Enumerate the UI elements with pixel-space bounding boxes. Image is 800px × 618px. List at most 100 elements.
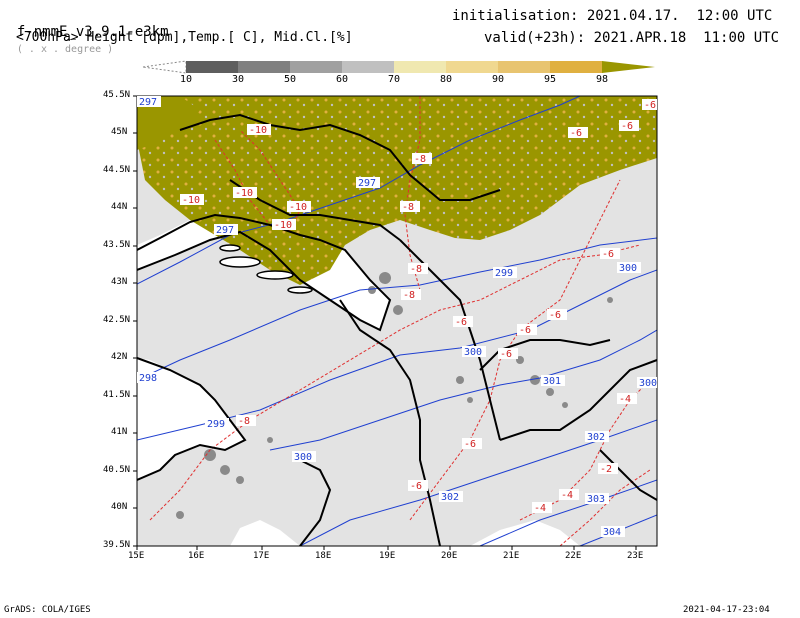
temp-label: -6 <box>621 121 633 132</box>
temp-label: -6 <box>464 439 476 450</box>
colorbar-seg-2 <box>238 61 290 73</box>
temp-label: -8 <box>403 290 415 301</box>
height-label: 300 <box>464 347 482 358</box>
colorbar-high-arrow <box>602 61 655 73</box>
colorbar-label: 98 <box>595 74 609 85</box>
height-label-group: 297 297 297 299 299 300 300 298 300 301 … <box>137 96 657 538</box>
lat-label: 41N <box>111 427 128 437</box>
lon-label: 22E <box>565 551 582 561</box>
colorbar-low-arrow <box>142 60 187 74</box>
temp-label: -6 <box>519 325 531 336</box>
colorbar-label: 95 <box>543 74 557 85</box>
temp-label: -8 <box>414 154 426 165</box>
height-label: 301 <box>543 376 561 387</box>
colorbar-seg-1 <box>186 61 238 73</box>
temp-label: -6 <box>602 249 614 260</box>
lon-label: 19E <box>379 551 396 561</box>
init-label: initialisation: <box>452 8 579 24</box>
temp-label: -6 <box>549 310 561 321</box>
lat-label: 39.5N <box>103 540 131 550</box>
map-area <box>137 96 657 546</box>
height-label: 297 <box>216 225 234 236</box>
unit-note: ( . x . degree ) <box>16 44 114 55</box>
init-line: initialisation: 2021.04.17. 12:00 UTC <box>452 8 772 24</box>
lat-label: 41.5N <box>103 390 131 400</box>
temp-label: -10 <box>274 220 292 231</box>
temp-label: -8 <box>410 264 422 275</box>
colorbar-label: 30 <box>231 74 245 85</box>
lat-label: 40N <box>111 502 128 512</box>
height-label: 300 <box>619 263 637 274</box>
colorbar-label: 50 <box>283 74 297 85</box>
temp-label: -2 <box>600 464 612 475</box>
lat-label: 42N <box>111 352 128 362</box>
temp-label: -4 <box>561 490 573 501</box>
lon-label: 21E <box>503 551 520 561</box>
lat-label: 44N <box>111 202 128 212</box>
temp-label: -10 <box>182 195 200 206</box>
temp-label: -4 <box>619 394 631 405</box>
colorbar-seg-3 <box>290 61 342 73</box>
cloud-patches <box>176 272 613 519</box>
lat-label: 44.5N <box>103 165 131 175</box>
height-label: 302 <box>441 492 459 503</box>
height-label: 298 <box>139 373 157 384</box>
valid-line: valid(+23h): 2021.APR.18 11:00 UTC <box>484 30 779 46</box>
lon-label: 23E <box>627 551 644 561</box>
lon-label: 20E <box>441 551 458 561</box>
lat-label: 43N <box>111 277 128 287</box>
height-label: 300 <box>639 378 657 389</box>
lat-label: 45N <box>111 127 128 137</box>
colorbar-seg-6 <box>446 61 498 73</box>
height-label: 297 <box>139 97 157 108</box>
colorbar-seg-4 <box>342 61 394 73</box>
islands <box>219 244 313 294</box>
temp-label: -10 <box>249 125 267 136</box>
lat-label: 42.5N <box>103 315 131 325</box>
temp-label: -6 <box>644 100 656 111</box>
lat-label: 40.5N <box>103 465 131 475</box>
height-label: 299 <box>495 268 513 279</box>
axis-ticks <box>133 95 637 550</box>
cloud-cover-north <box>137 96 657 285</box>
colorbar-label: 80 <box>439 74 453 85</box>
temp-label: -10 <box>235 188 253 199</box>
lon-label: 15E <box>128 551 145 561</box>
model-title: f-nmmE_v3.9.1-e3km ( . x . degree ) <box>0 8 169 58</box>
temp-label: -6 <box>570 128 582 139</box>
height-label: 302 <box>587 432 605 443</box>
lat-label: 45.5N <box>103 90 131 100</box>
footer-timestamp: 2021-04-17-23:04 <box>683 605 770 615</box>
lon-label: 18E <box>315 551 332 561</box>
lon-label: 17E <box>253 551 270 561</box>
footer-credit: GrADS: COLA/IGES <box>4 605 91 615</box>
temp-label-group: -10 -10 -10 -10 -10 -8 -8 -8 -8 -8 -6 -6… <box>180 99 657 514</box>
colorbar <box>142 60 655 74</box>
temp-label: -10 <box>289 202 307 213</box>
colorbar-seg-7 <box>498 61 550 73</box>
temp-label: -6 <box>500 349 512 360</box>
colorbar-label: 10 <box>179 74 193 85</box>
height-label: 300 <box>294 452 312 463</box>
lat-label: 43.5N <box>103 240 131 250</box>
valid-value: 2021.APR.18 11:00 UTC <box>593 30 780 46</box>
temp-label: -6 <box>410 481 422 492</box>
height-label: 303 <box>587 494 605 505</box>
temp-label: -6 <box>455 317 467 328</box>
colorbar-label: 90 <box>491 74 505 85</box>
height-label: 297 <box>358 178 376 189</box>
subtitle: <700hPa> Height [dpm],Temp.[ C], Mid.Cl.… <box>16 30 353 45</box>
temp-label: -4 <box>534 503 546 514</box>
height-label: 304 <box>603 527 621 538</box>
valid-label: valid(+23h): <box>484 30 586 46</box>
lon-label: 16E <box>188 551 205 561</box>
colorbar-seg-8 <box>550 61 602 73</box>
temp-label: -8 <box>238 416 250 427</box>
borders <box>137 113 657 546</box>
colorbar-label: 60 <box>335 74 349 85</box>
cloud-cover-corner <box>137 96 200 150</box>
temp-label: -8 <box>402 202 414 213</box>
height-label: 299 <box>207 419 225 430</box>
colorbar-label: 70 <box>387 74 401 85</box>
